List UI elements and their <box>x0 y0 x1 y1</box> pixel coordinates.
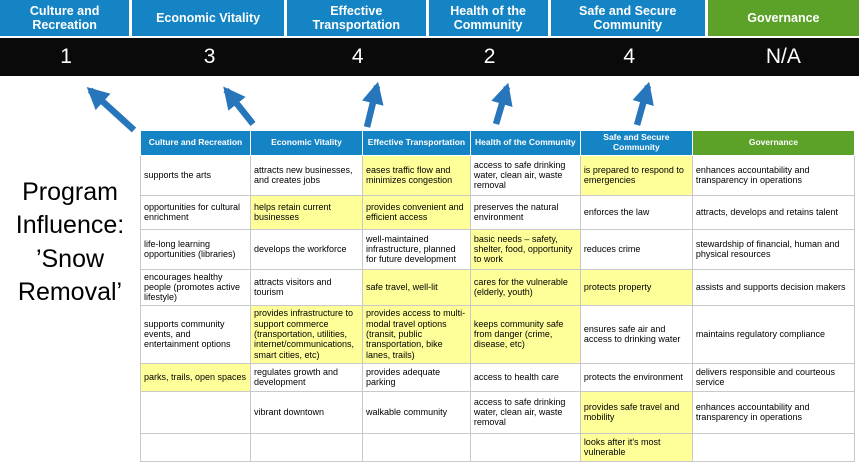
matrix-column-header: Effective Transportation <box>362 130 471 156</box>
score-value: 2 <box>483 45 496 68</box>
matrix-cell <box>691 432 856 462</box>
matrix-cell: attracts visitors and tourism <box>249 268 364 306</box>
category-header: Governance <box>707 0 859 36</box>
category-header: Effective Transportation <box>286 0 429 36</box>
matrix-cell: preserves the natural environment <box>469 194 581 230</box>
matrix-cell: provides convenient and efficient access <box>362 194 471 230</box>
matrix-cell: access to safe drinking water, clean air… <box>469 154 581 196</box>
matrix-cell: protects the environment <box>579 362 693 392</box>
page-title: Program Influence: ’Snow Removal’ <box>15 178 125 306</box>
matrix-column-header: Health of the Community <box>469 130 581 156</box>
score-value: 1 <box>60 45 72 68</box>
matrix-cell: enhances accountability and transparency… <box>691 390 856 434</box>
matrix-cell: helps retain current businesses <box>249 194 364 230</box>
category-band: Culture and Recreation Economic Vitality E… <box>0 0 859 36</box>
matrix-cell: basic needs – safety, shelter, food, opp… <box>469 228 581 270</box>
matrix-cell: well-maintained infrastructure, planned … <box>362 228 471 270</box>
matrix-cell: looks after it's most vulnerable <box>579 432 693 462</box>
matrix-cell: provides adequate parking <box>362 362 471 392</box>
matrix-row: life-long learning opportunities (librar… <box>140 228 856 270</box>
matrix-cell: provides safe travel and mobility <box>579 390 693 434</box>
score-value: N/A <box>765 45 801 68</box>
up-arrow-icon <box>223 86 256 127</box>
matrix-row: encourages healthy people (promotes acti… <box>140 268 856 306</box>
matrix-cell: regulates growth and development <box>249 362 364 392</box>
category-header: Health of the Community <box>428 0 551 36</box>
matrix-cell: enforces the law <box>579 194 693 230</box>
matrix-cell: supports the arts <box>140 154 251 196</box>
score-value: 4 <box>351 45 364 68</box>
category-header: Culture and Recreation <box>0 0 133 36</box>
matrix-cell: vibrant downtown <box>249 390 364 434</box>
matrix-cell: delivers responsible and courteous servi… <box>691 362 856 392</box>
category-header: Safe and Secure Community <box>550 0 708 36</box>
matrix-cell <box>469 432 581 462</box>
up-arrow-icon <box>632 81 654 126</box>
matrix-cell <box>140 390 251 434</box>
matrix-row: looks after it's most vulnerable <box>140 432 856 462</box>
matrix-cell: walkable community <box>362 390 471 434</box>
matrix-cell: access to health care <box>469 362 581 392</box>
matrix-column-header: Safe and Secure Community <box>579 130 693 156</box>
matrix-cell: develops the workforce <box>249 228 364 270</box>
matrix-cell: maintains regulatory compliance <box>691 304 856 364</box>
matrix-cell: parks, trails, open spaces <box>140 362 251 392</box>
up-arrow-icon <box>362 81 384 128</box>
matrix-cell: opportunities for cultural enrichment <box>140 194 251 230</box>
matrix-row: vibrant downtown walkable community access… <box>140 390 856 434</box>
up-arrow-icon <box>491 82 513 125</box>
score-band: 1 3 4 2 4 N/A <box>0 38 859 76</box>
matrix-cell <box>249 432 364 462</box>
score-value: 4 <box>623 45 636 68</box>
matrix-cell: ensures safe air and access to drinking … <box>579 304 693 364</box>
matrix-cell: cares for the vulnerable (elderly, youth… <box>469 268 581 306</box>
matrix-cell: is prepared to respond to emergencies <box>579 154 693 196</box>
arrows-layer <box>86 81 654 133</box>
matrix-cell: enhances accountability and transparency… <box>691 154 856 196</box>
matrix-cell: reduces crime <box>579 228 693 270</box>
matrix-cell <box>140 432 251 462</box>
matrix-header-row: Culture and Recreation Economic Vitality E… <box>140 130 856 156</box>
matrix-body: supports the arts attracts new businesses… <box>140 154 856 462</box>
matrix-cell: stewardship of financial, human and phys… <box>691 228 856 270</box>
matrix-cell: assists and supports decision makers <box>691 268 856 306</box>
matrix-column-header: Culture and Recreation <box>140 130 251 156</box>
matrix-cell: protects property <box>579 268 693 306</box>
matrix-row: opportunities for cultural enrichment hel… <box>140 194 856 230</box>
matrix-cell: attracts, develops and retains talent <box>691 194 856 230</box>
matrix-cell: access to safe drinking water, clean air… <box>469 390 581 434</box>
matrix-cell: provides infrastructure to support comme… <box>249 304 364 364</box>
up-arrow-icon <box>86 87 137 133</box>
influence-matrix: Culture and Recreation Economic Vitality E… <box>140 130 856 462</box>
matrix-cell: provides access to multi-modal travel op… <box>362 304 471 364</box>
matrix-cell: keeps community safe from danger (crime,… <box>469 304 581 364</box>
score-value: 3 <box>203 45 216 68</box>
matrix-column-header: Economic Vitality <box>249 130 364 156</box>
matrix-row: supports community events, and entertain… <box>140 304 856 364</box>
matrix-row: supports the arts attracts new businesses… <box>140 154 856 196</box>
matrix-row: parks, trails, open spaces regulates grow… <box>140 362 856 392</box>
matrix-cell: safe travel, well-lit <box>362 268 471 306</box>
matrix-cell <box>362 432 471 462</box>
matrix-cell: attracts new businesses, and creates job… <box>249 154 364 196</box>
matrix-column-header: Governance <box>691 130 856 156</box>
matrix-cell: life-long learning opportunities (librar… <box>140 228 251 270</box>
category-header: Economic Vitality <box>132 0 287 36</box>
matrix-cell: encourages healthy people (promotes acti… <box>140 268 251 306</box>
matrix-cell: supports community events, and entertain… <box>140 304 251 364</box>
matrix-cell: eases traffic flow and minimizes congest… <box>362 154 471 196</box>
